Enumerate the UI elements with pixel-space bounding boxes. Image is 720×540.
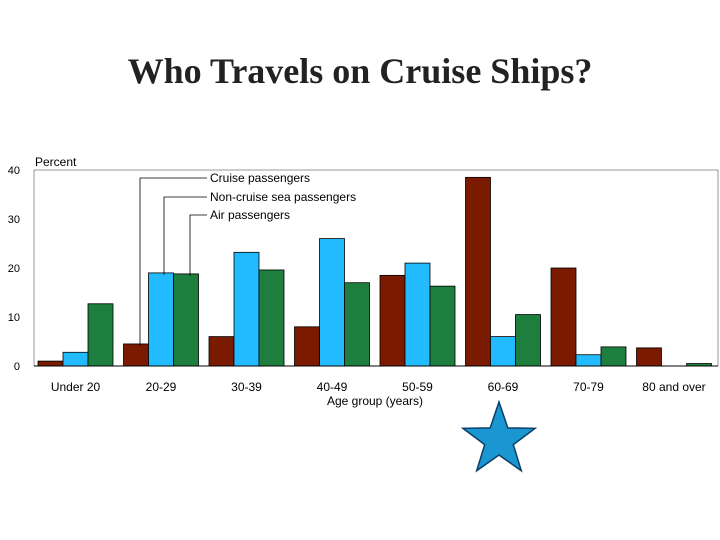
- bar: [319, 238, 345, 367]
- legend-leader-line: [139, 177, 207, 346]
- bar: [379, 274, 406, 367]
- bar: [465, 176, 491, 367]
- bar: [429, 285, 456, 367]
- bar: [62, 351, 89, 367]
- bar: [294, 326, 320, 367]
- x-tick-label: 80 and over: [642, 380, 705, 394]
- bar: [37, 360, 64, 367]
- legend-label: Non-cruise sea passengers: [210, 190, 356, 204]
- legend-leader-line: [189, 214, 207, 276]
- x-tick-label: 60-69: [488, 380, 519, 394]
- star-icon: [460, 399, 538, 473]
- y-tick-label: 40: [8, 165, 20, 177]
- bar: [123, 343, 149, 367]
- y-tick-label: 10: [8, 312, 20, 324]
- bar: [87, 303, 114, 367]
- x-tick-label: Under 20: [51, 380, 101, 394]
- bar: [404, 262, 431, 367]
- x-axis-label: Age group (years): [327, 394, 423, 408]
- bar: [344, 282, 370, 367]
- bar: [515, 314, 541, 367]
- bar: [636, 347, 662, 367]
- bar: [233, 251, 260, 367]
- bar: [258, 269, 285, 367]
- bar: [600, 346, 627, 367]
- slide-title: Who Travels on Cruise Ships?: [127, 51, 593, 91]
- x-tick-label: 40-49: [317, 380, 348, 394]
- legend-label: Air passengers: [210, 208, 290, 222]
- plot-frame: [33, 169, 719, 366]
- bar: [575, 354, 602, 367]
- x-tick-label: 20-29: [146, 380, 177, 394]
- bar: [490, 336, 516, 367]
- bar: [148, 272, 174, 367]
- y-axis-label: Percent: [35, 155, 77, 169]
- x-tick-label: 70-79: [573, 380, 604, 394]
- bar: [208, 336, 235, 367]
- bar: [173, 273, 199, 367]
- legend-leader-line: [163, 196, 207, 275]
- bar: [550, 267, 577, 367]
- y-tick-label: 0: [14, 361, 20, 373]
- x-tick-label: 50-59: [402, 380, 433, 394]
- x-tick-label: 30-39: [231, 380, 262, 394]
- y-tick-label: 20: [8, 263, 20, 275]
- y-tick-label: 30: [8, 214, 20, 226]
- legend-label: Cruise passengers: [210, 171, 310, 185]
